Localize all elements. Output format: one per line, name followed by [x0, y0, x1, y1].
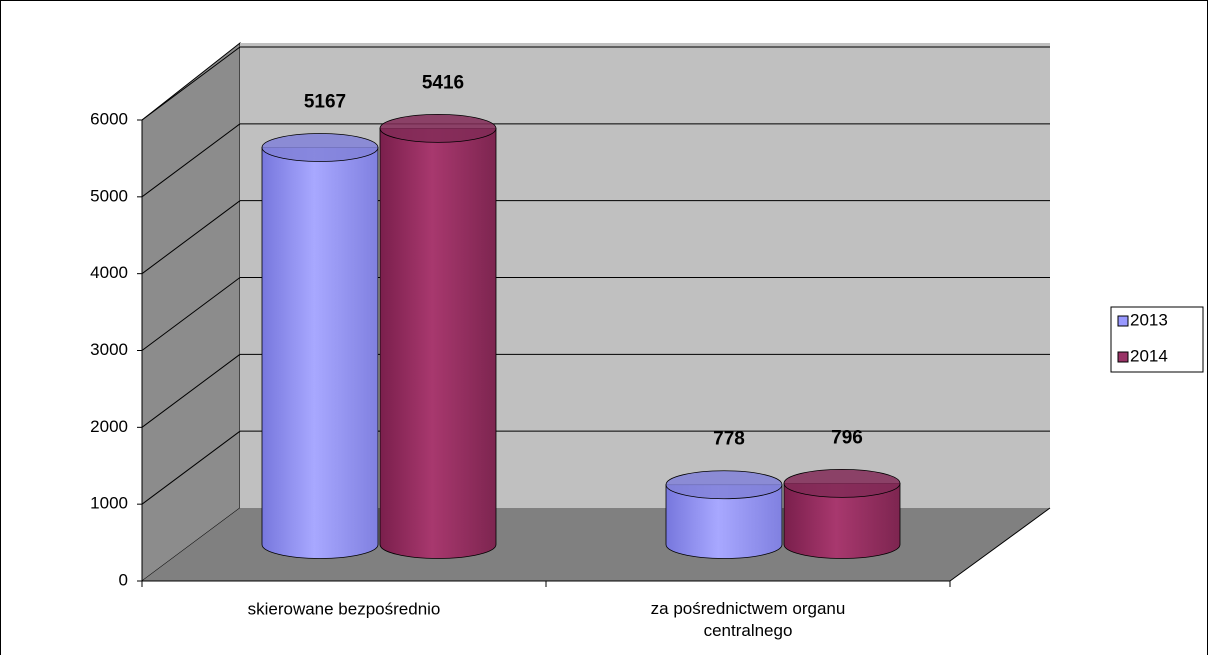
y-tick-label: 3000: [90, 340, 128, 359]
cylinder-top: [783, 468, 901, 498]
y-tick-label: 1000: [90, 494, 128, 513]
cylinder: [379, 127, 497, 559]
grid-line: [141, 200, 241, 275]
legend-swatch: [1117, 315, 1129, 327]
y-tick-label: 6000: [90, 109, 128, 128]
grid-line: [141, 46, 241, 121]
value-label: 5416: [422, 72, 464, 93]
cylinder-top: [665, 470, 783, 500]
value-label: 796: [831, 427, 863, 448]
cylinder: [783, 482, 901, 559]
grid-line: [141, 277, 241, 351]
y-tick-label: 0: [119, 570, 128, 589]
floor-edge: [949, 507, 1051, 582]
y-tick-label: 5000: [90, 186, 128, 205]
legend-label: 2013: [1130, 310, 1168, 329]
value-label: 5167: [304, 92, 346, 113]
y-tick-label: 2000: [90, 417, 128, 436]
x-tick-label: skierowane bezpośrednio: [248, 599, 441, 618]
value-label: 778: [713, 429, 745, 450]
legend-label: 2014: [1130, 346, 1168, 365]
legend-swatch: [1117, 351, 1129, 363]
grid-line: [141, 430, 241, 505]
side-wall: [141, 41, 241, 582]
x-tick-label: za pośrednictwem organu centralnego: [651, 599, 846, 640]
cylinder: [665, 484, 783, 559]
cylinder-top: [261, 133, 379, 162]
cylinder-top: [379, 113, 497, 143]
cylinder: [261, 147, 379, 559]
grid-line: [141, 123, 241, 198]
grid-line: [141, 353, 241, 428]
y-tick-label: 4000: [90, 263, 128, 282]
